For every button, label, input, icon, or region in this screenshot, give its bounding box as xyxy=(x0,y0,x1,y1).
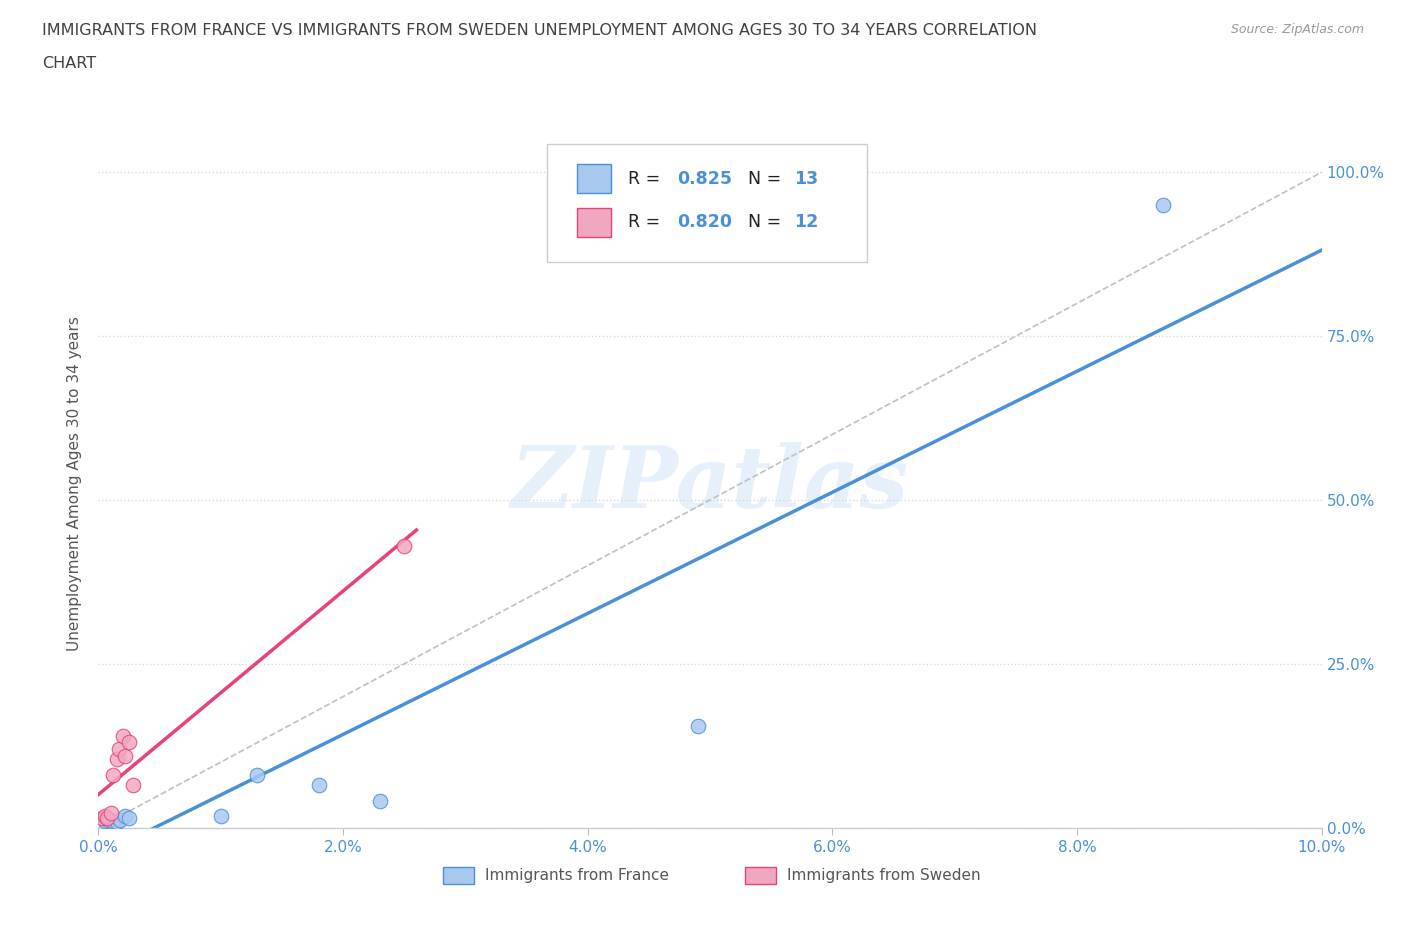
Text: IMMIGRANTS FROM FRANCE VS IMMIGRANTS FROM SWEDEN UNEMPLOYMENT AMONG AGES 30 TO 3: IMMIGRANTS FROM FRANCE VS IMMIGRANTS FRO… xyxy=(42,23,1038,38)
Point xyxy=(246,768,269,783)
Point xyxy=(105,751,128,766)
Point xyxy=(100,805,122,820)
Point xyxy=(118,735,141,750)
Text: 0.825: 0.825 xyxy=(678,170,733,188)
Text: R =: R = xyxy=(628,170,666,188)
Text: N =: N = xyxy=(748,213,787,231)
Point xyxy=(121,777,143,792)
Text: ZIPatlas: ZIPatlas xyxy=(510,442,910,525)
Text: 12: 12 xyxy=(794,213,818,231)
Point xyxy=(114,748,136,763)
Point xyxy=(101,814,124,829)
Point xyxy=(308,777,330,792)
Text: Source: ZipAtlas.com: Source: ZipAtlas.com xyxy=(1230,23,1364,36)
Text: CHART: CHART xyxy=(42,56,96,71)
FancyBboxPatch shape xyxy=(547,144,866,262)
Point xyxy=(108,741,131,756)
Text: Immigrants from Sweden: Immigrants from Sweden xyxy=(787,868,981,883)
FancyBboxPatch shape xyxy=(576,207,612,236)
Point xyxy=(97,813,120,828)
Y-axis label: Unemployment Among Ages 30 to 34 years: Unemployment Among Ages 30 to 34 years xyxy=(67,316,83,651)
Point xyxy=(93,814,115,829)
Point xyxy=(105,815,128,830)
Text: Immigrants from France: Immigrants from France xyxy=(485,868,669,883)
Point xyxy=(209,808,232,823)
Point xyxy=(93,808,115,823)
Point xyxy=(368,794,391,809)
Point xyxy=(91,810,114,825)
Point xyxy=(392,538,416,553)
Point xyxy=(110,813,132,828)
Point xyxy=(101,768,124,783)
Point xyxy=(111,728,134,743)
Point xyxy=(114,808,136,823)
Text: 0.820: 0.820 xyxy=(678,213,733,231)
FancyBboxPatch shape xyxy=(576,165,612,193)
Text: N =: N = xyxy=(748,170,787,188)
Point xyxy=(686,719,709,734)
Point xyxy=(96,810,118,825)
Text: 13: 13 xyxy=(794,170,818,188)
Text: R =: R = xyxy=(628,213,666,231)
Point xyxy=(1152,197,1174,212)
Point xyxy=(118,810,141,825)
